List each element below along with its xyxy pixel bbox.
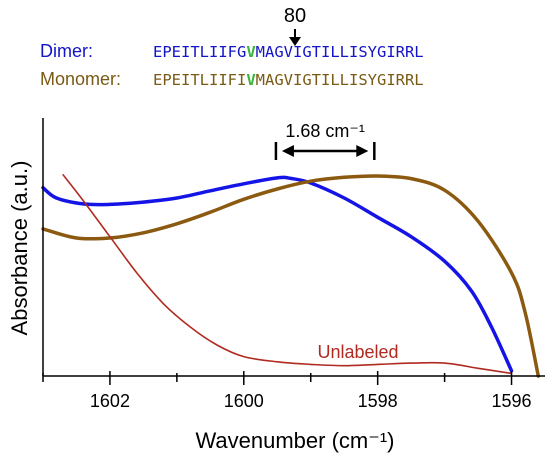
- x-tick-label: 1602: [90, 391, 130, 411]
- series-layer: [41, 174, 541, 378]
- monomer-sequence-highlight: V: [246, 71, 255, 89]
- series-line-monomer: [41, 174, 541, 378]
- annotation-arrowhead-left: [281, 145, 294, 157]
- x-tick-label: 1596: [492, 391, 532, 411]
- monomer-sequence: EPEITLIIFIVMAGVIGTILLISYGIRRL: [153, 71, 424, 89]
- sequence-header: 80 Dimer: EPEITLIIFGVMAGVIGTILLISYGIRRL …: [40, 5, 424, 89]
- monomer-sequence-before: EPEITLIIFI: [153, 71, 246, 89]
- series-line-unlabeled: [62, 174, 513, 375]
- dimer-label: Dimer:: [40, 41, 93, 61]
- plot-area: 1602 1600 1598 1596 1.68 cm⁻¹: [41, 118, 545, 411]
- dimer-sequence: EPEITLIIFGVMAGVIGTILLISYGIRRL: [153, 43, 424, 61]
- x-tick-label: 1598: [358, 391, 398, 411]
- dimer-sequence-after: MAGVIGTILLISYGIRRL: [256, 43, 424, 61]
- y-axis-title: Absorbance (a.u.): [7, 161, 32, 336]
- x-axis: 1602 1600 1598 1596: [42, 118, 545, 411]
- monomer-sequence-after: MAGVIGTILLISYGIRRL: [256, 71, 424, 89]
- dimer-sequence-before: EPEITLIIFG: [153, 43, 246, 61]
- dimer-sequence-highlight: V: [246, 43, 255, 61]
- annotation-arrowhead-right: [356, 145, 369, 157]
- monomer-label: Monomer:: [40, 69, 121, 89]
- x-tick-label: 1600: [224, 391, 264, 411]
- x-axis-title: Wavenumber (cm⁻¹): [195, 428, 394, 453]
- series-label-unlabeled: Unlabeled: [317, 342, 398, 362]
- series-line-dimer: [41, 175, 514, 373]
- peak-shift-annotation: 1.68 cm⁻¹: [274, 121, 376, 160]
- residue-position-label: 80: [284, 5, 306, 27]
- residue-marker-arrowhead: [289, 37, 301, 46]
- annotation-label: 1.68 cm⁻¹: [285, 121, 365, 141]
